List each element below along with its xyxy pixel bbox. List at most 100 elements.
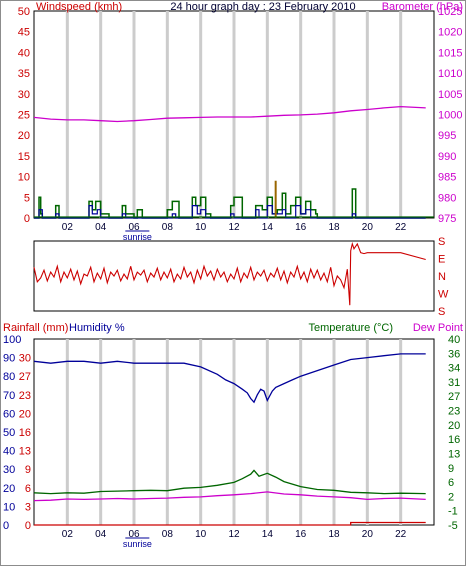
x-tick-label: 22: [395, 222, 407, 233]
x-tick-label: 06: [128, 222, 140, 233]
y-tick-label-temperature: 2: [448, 491, 454, 503]
direction-tick-label: W: [438, 289, 449, 301]
y-tick-label-temperature: 40: [448, 334, 460, 346]
dewpoint-axis-title: Dew Point: [413, 322, 463, 334]
y-tick-label-barometer: 1010: [438, 68, 462, 80]
y-tick-label-rainfall: 16: [19, 427, 31, 439]
y-tick-label-temperature: 23: [448, 406, 460, 418]
y-tick-label-humidity: 10: [3, 501, 15, 513]
direction-tick-label: S: [438, 236, 445, 248]
y-tick-label-rainfall: 27: [19, 371, 31, 383]
y-tick-label-humidity: 50: [3, 427, 15, 439]
y-tick-label-barometer: 990: [438, 151, 456, 163]
x-tick-label: 02: [62, 222, 74, 233]
y-tick-label-humidity: 20: [3, 483, 15, 495]
wind-average-line: [34, 205, 426, 219]
y-tick-label-barometer: 985: [438, 172, 456, 184]
y-tick-label-humidity: 90: [3, 353, 15, 365]
y-tick-label-temperature: 31: [448, 377, 460, 389]
temperature-axis-title: Temperature (°C): [309, 322, 393, 334]
x-tick-label: 14: [262, 529, 274, 540]
barometer-axis-title: Barometer (hPa): [382, 1, 463, 13]
x-tick-label: 10: [195, 222, 207, 233]
humidity-line: [33, 353, 426, 404]
y-tick-label-barometer: 1015: [438, 47, 462, 59]
y-tick-label-temperature: 13: [448, 448, 460, 460]
temperature-line: [33, 469, 426, 495]
x-tick-label: 08: [162, 222, 174, 233]
y-tick-label-rainfall: 3: [25, 501, 31, 513]
y-tick-label-rainfall: 9: [25, 464, 31, 476]
y-tick-label-barometer: 975: [438, 213, 456, 225]
x-tick-label: 22: [395, 529, 407, 540]
x-tick-label: 18: [328, 529, 340, 540]
wind-gust-line: [34, 188, 426, 219]
y-tick-label-windspeed: 5: [24, 192, 30, 204]
y-tick-label-windspeed: 25: [18, 110, 30, 122]
y-tick-label-temperature: 9: [448, 463, 454, 475]
x-tick-label: 12: [228, 222, 240, 233]
y-tick-label-windspeed: 10: [18, 172, 30, 184]
rainfall-axis-title: Rainfall (mm): [3, 322, 68, 334]
y-tick-label-temperature: 20: [448, 420, 460, 432]
y-tick-label-windspeed: 50: [18, 6, 30, 18]
y-tick-label-humidity: 0: [3, 520, 9, 532]
dewpoint-line: [33, 491, 426, 502]
plot-area-direction: [33, 240, 435, 312]
sunrise-label: sunrise: [123, 232, 152, 242]
y-tick-label-humidity: 40: [3, 446, 15, 458]
x-tick-label: 12: [228, 529, 240, 540]
y-tick-label-windspeed: 15: [18, 151, 30, 163]
y-tick-label-barometer: 1005: [438, 89, 462, 101]
y-tick-label-rainfall: 13: [19, 446, 31, 458]
y-tick-label-barometer: 1000: [438, 110, 462, 122]
x-tick-label: 08: [162, 529, 174, 540]
y-tick-label-windspeed: 45: [18, 27, 30, 39]
y-tick-label-windspeed: 30: [18, 89, 30, 101]
x-tick-label: 04: [95, 222, 107, 233]
y-tick-label-windspeed: 0: [24, 213, 30, 225]
windspeed-axis-title: Windspeed (kmh): [36, 1, 122, 13]
y-tick-label-humidity: 100: [3, 334, 21, 346]
y-tick-label-temperature: 36: [448, 348, 460, 360]
sunrise-label: sunrise: [123, 539, 152, 549]
x-tick-label: 20: [362, 222, 374, 233]
y-tick-label-rainfall: 30: [19, 353, 31, 365]
y-tick-label-temperature: -1: [448, 506, 458, 518]
y-tick-label-barometer: 1025: [438, 6, 462, 18]
y-tick-label-temperature: 27: [448, 391, 460, 403]
y-tick-label-humidity: 30: [3, 464, 15, 476]
y-tick-label-rainfall: 6: [25, 483, 31, 495]
x-tick-label: 02: [62, 529, 74, 540]
x-tick-label: 06: [128, 529, 140, 540]
y-tick-label-temperature: 6: [448, 477, 454, 489]
y-tick-label-rainfall: 0: [25, 520, 31, 532]
chart-title: 24 hour graph day : 23 February 2010: [170, 1, 355, 13]
y-tick-label-windspeed: 40: [18, 47, 30, 59]
direction-tick-label: N: [438, 271, 446, 283]
y-tick-label-humidity: 70: [3, 390, 15, 402]
x-tick-label: 14: [262, 222, 274, 233]
y-tick-label-temperature: 34: [448, 363, 460, 375]
rainfall-line: [34, 521, 426, 526]
y-tick-label-windspeed: 20: [18, 130, 30, 142]
x-tick-label: 16: [295, 222, 307, 233]
y-tick-label-rainfall: 23: [19, 390, 31, 402]
y-tick-label-humidity: 80: [3, 371, 15, 383]
wind-direction-line: [33, 241, 426, 306]
y-tick-label-temperature: -5: [448, 520, 458, 532]
x-tick-label: 04: [95, 529, 107, 540]
y-tick-label-rainfall: 20: [19, 408, 31, 420]
direction-tick-label: S: [438, 306, 445, 318]
y-tick-label-temperature: 16: [448, 434, 460, 446]
y-tick-label-barometer: 995: [438, 130, 456, 142]
x-tick-label: 18: [328, 222, 340, 233]
y-tick-label-humidity: 60: [3, 408, 15, 420]
y-tick-label-barometer: 1020: [438, 27, 462, 39]
x-tick-label: 16: [295, 529, 307, 540]
y-tick-label-windspeed: 35: [18, 68, 30, 80]
humidity-axis-title: Humidity %: [69, 322, 125, 334]
x-tick-label: 10: [195, 529, 207, 540]
